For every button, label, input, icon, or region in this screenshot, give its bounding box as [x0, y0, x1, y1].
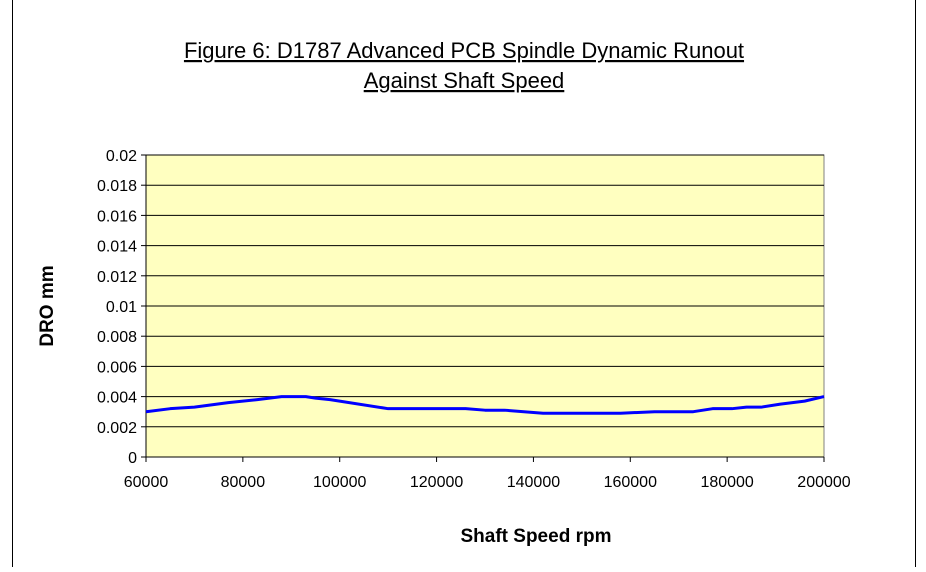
- y-tick-label: 0.008: [97, 329, 137, 346]
- y-tick-label: 0.014: [97, 239, 137, 256]
- x-tick-label: 160000: [604, 474, 657, 491]
- x-tick-label: 120000: [410, 474, 463, 491]
- y-tick-label: 0.012: [97, 269, 137, 286]
- x-tick-label: 140000: [507, 474, 560, 491]
- y-tick-label: 0.004: [97, 390, 137, 407]
- y-tick-label: 0: [128, 450, 137, 467]
- x-tick-label: 80000: [221, 474, 266, 491]
- y-tick-label: 0.016: [97, 208, 137, 225]
- y-tick-label: 0.02: [106, 148, 137, 165]
- x-tick-label: 100000: [313, 474, 366, 491]
- data-line: [145, 395, 825, 415]
- y-tick-label: 0.01: [106, 299, 137, 316]
- x-axis-label: Shaft Speed rpm: [461, 526, 612, 547]
- x-tick-label: 200000: [797, 474, 850, 491]
- chart-title: Against Shaft Speed: [364, 68, 565, 93]
- chart-title: Figure 6: D1787 Advanced PCB Spindle Dyn…: [184, 38, 744, 63]
- y-axis-label: DRO mm: [37, 265, 58, 346]
- y-tick-label: 0.002: [97, 420, 137, 437]
- x-tick-label: 180000: [700, 474, 753, 491]
- y-tick-label: 0.006: [97, 359, 137, 376]
- x-tick-label: 60000: [124, 474, 169, 491]
- y-tick-label: 0.018: [97, 178, 137, 195]
